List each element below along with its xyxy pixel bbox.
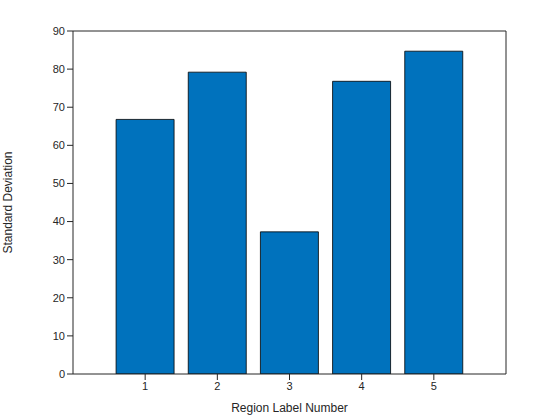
svg-text:70: 70 [53, 101, 65, 113]
svg-text:2: 2 [214, 380, 220, 392]
svg-text:Region Label Number: Region Label Number [231, 401, 348, 415]
svg-text:1: 1 [142, 380, 148, 392]
svg-text:60: 60 [53, 139, 65, 151]
svg-text:5: 5 [431, 380, 437, 392]
svg-text:50: 50 [53, 177, 65, 189]
svg-text:30: 30 [53, 254, 65, 266]
svg-text:40: 40 [53, 215, 65, 227]
svg-text:3: 3 [286, 380, 292, 392]
svg-text:80: 80 [53, 63, 65, 75]
svg-text:10: 10 [53, 330, 65, 342]
svg-text:4: 4 [359, 380, 365, 392]
svg-text:Standard Deviation: Standard Deviation [8, 151, 15, 253]
svg-text:0: 0 [59, 368, 65, 380]
svg-text:20: 20 [53, 292, 65, 304]
svg-text:90: 90 [53, 25, 65, 37]
